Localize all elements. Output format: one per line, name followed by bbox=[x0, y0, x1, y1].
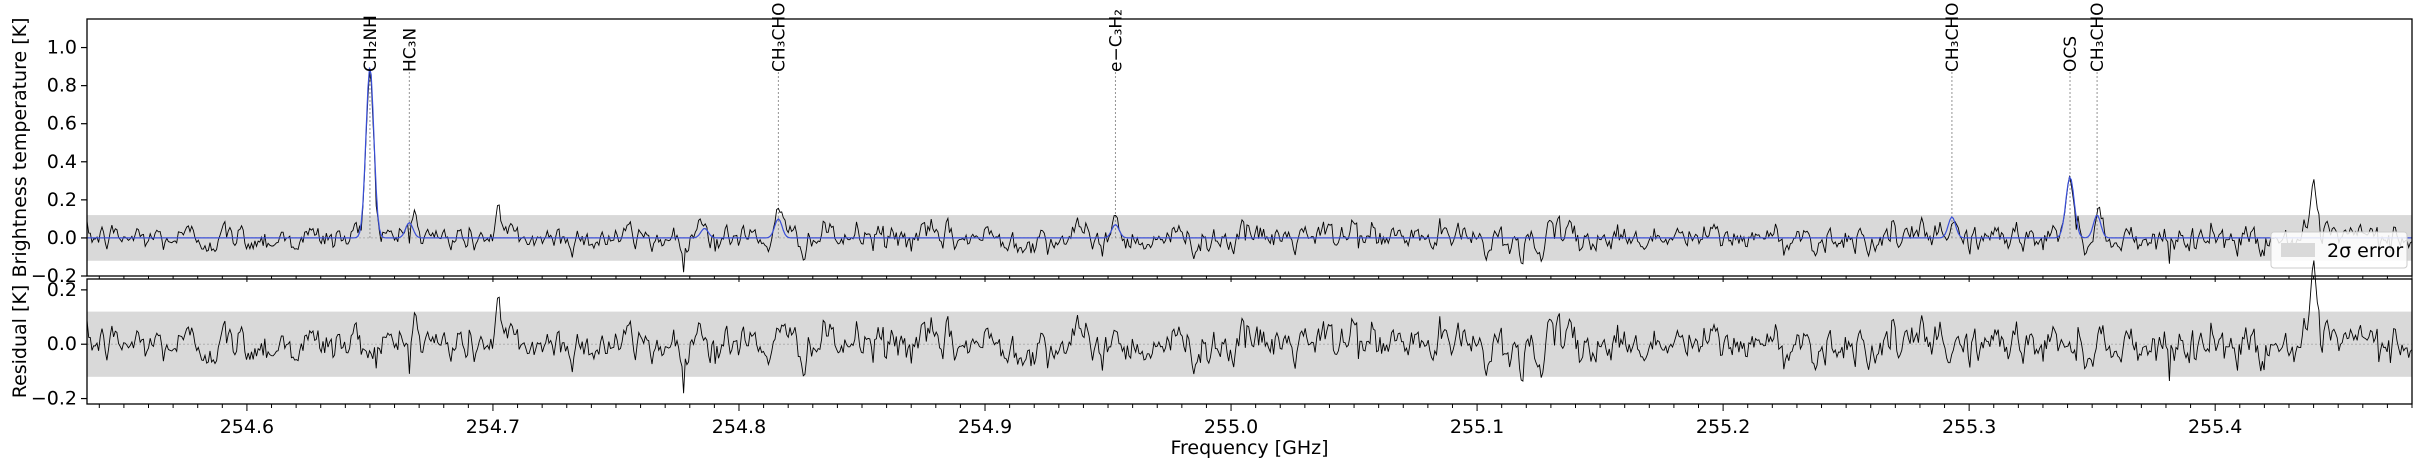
spectrum-y-tick-label: 1.0 bbox=[47, 37, 77, 59]
spectrum-y-tick-label: 0.2 bbox=[47, 189, 77, 211]
observed-spectrum-line bbox=[86, 72, 2413, 273]
annotation-label: CH₃CHO bbox=[2088, 2, 2108, 72]
residual-y-axis-label: Residual [K] bbox=[9, 285, 31, 399]
spectrum-y-ticks: −0.2 0.0 0.2 0.4 0.6 0.8 1.0 bbox=[31, 37, 87, 287]
x-tick-label: 254.7 bbox=[466, 416, 520, 438]
annotation-label: OCS bbox=[2061, 36, 2081, 72]
x-tick-label: 254.9 bbox=[958, 416, 1012, 438]
spectrum-y-axis-label: Brightness temperature [K] bbox=[9, 18, 31, 278]
x-tick-label: 255.2 bbox=[1696, 416, 1750, 438]
x-axis-label: Frequency [GHz] bbox=[1170, 437, 1328, 459]
residual-panel: −0.2 0.0 0.2 254.6 254.7 254.8 254.9 255.0 255.… bbox=[9, 260, 2413, 459]
spectrum-y-tick-label: 0.4 bbox=[47, 151, 77, 173]
x-tick-label: 255.1 bbox=[1450, 416, 1504, 438]
x-tick-label: 255.3 bbox=[1942, 416, 1996, 438]
x-tick-label: 254.6 bbox=[220, 416, 274, 438]
spectrum-panel-frame bbox=[86, 18, 2413, 277]
residual-panel-frame bbox=[86, 278, 2413, 405]
spectrum-y-tick-label: 0.0 bbox=[47, 227, 77, 249]
residual-y-tick-label: −0.2 bbox=[31, 388, 77, 410]
x-tick-label: 255.4 bbox=[2188, 416, 2242, 438]
annotation-label: e−C₃H₂ bbox=[1106, 9, 1126, 72]
annotation-label: CH₂NH bbox=[361, 15, 381, 72]
annotation-lines bbox=[369, 72, 2098, 238]
residual-y-tick-label: 0.0 bbox=[47, 333, 77, 355]
spectrum-y-tick-label: −0.2 bbox=[31, 265, 77, 287]
annotation-labels: CH₂NH HC₃N CH₃CHO e−C₃H₂ CH₃CHO OCS CH₃CHO bbox=[361, 2, 2108, 72]
residual-y-tick-label: 0.2 bbox=[47, 279, 77, 301]
legend: 2σ error bbox=[2270, 231, 2408, 269]
spectrum-y-tick-label: 0.8 bbox=[47, 75, 77, 97]
legend-box bbox=[2270, 231, 2408, 269]
model-spectrum-line bbox=[87, 67, 2412, 239]
residual-y-ticks: −0.2 0.0 0.2 bbox=[31, 279, 87, 410]
spectrum-panel: −0.2 0.0 0.2 0.4 0.6 0.8 1.0 CH₂NH HC₃N CH₃CHO e−… bbox=[9, 2, 2413, 287]
legend-swatch bbox=[2281, 243, 2315, 257]
x-tick-label: 255.0 bbox=[1204, 416, 1258, 438]
spectrum-y-tick-label: 0.6 bbox=[47, 113, 77, 135]
residual-x-ticks: 254.6 254.7 254.8 254.9 255.0 255.1 255.2 255.3… bbox=[98, 404, 2413, 438]
annotation-label: CH₃CHO bbox=[1943, 2, 1963, 72]
x-tick-label: 254.8 bbox=[712, 416, 766, 438]
annotation-label: HC₃N bbox=[400, 28, 420, 72]
annotation-label: CH₃CHO bbox=[769, 2, 789, 72]
residual-line bbox=[86, 260, 2413, 394]
legend-label: 2σ error bbox=[2327, 240, 2403, 262]
